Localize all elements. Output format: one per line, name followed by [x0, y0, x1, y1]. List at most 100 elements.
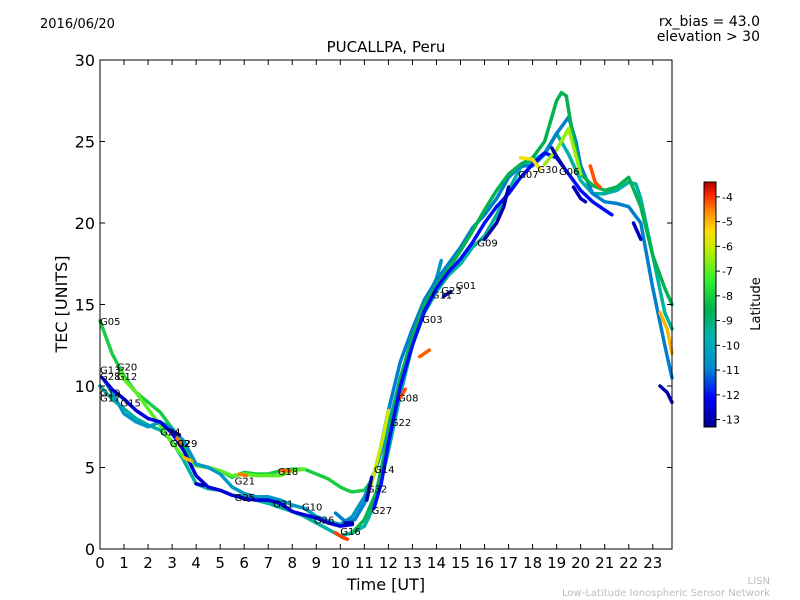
series-line-14: [658, 384, 674, 405]
colorbar-tick-label-10: -10: [722, 339, 740, 352]
satellite-label-g05: G05: [100, 317, 120, 328]
satellite-label-g11: G11: [432, 291, 452, 302]
x-tick-label-14: 14: [427, 554, 446, 572]
chart-title: PUCALLPA, Peru: [327, 38, 446, 56]
footer-credit-short: LISN: [747, 576, 770, 587]
x-tick-label-1: 1: [119, 554, 129, 572]
x-tick-label-18: 18: [523, 554, 542, 572]
x-tick-label-17: 17: [499, 554, 518, 572]
x-tick-label-0: 0: [95, 554, 105, 572]
y-tick-label-20: 20: [75, 214, 95, 233]
satellite-label-g10: G10: [302, 503, 322, 514]
x-tick-label-8: 8: [287, 554, 297, 572]
x-tick-label-3: 3: [167, 554, 177, 572]
series-line-26: [194, 482, 206, 488]
series-line-9: [542, 126, 583, 176]
colorbar-tick-label-11: -11: [722, 364, 740, 377]
x-tick-label-16: 16: [475, 554, 494, 572]
series-line-6: [350, 90, 674, 535]
series-line-8: [518, 156, 542, 171]
satellite-label-g31: G31: [273, 499, 293, 510]
satellite-label-g21: G21: [235, 477, 255, 488]
satellite-label-g07: G07: [518, 170, 538, 181]
satellite-label-g06: G06: [559, 167, 579, 178]
satellite-label-g16: G16: [340, 527, 360, 538]
satellite-label-g12: G12: [117, 372, 137, 383]
colorbar-tick-label-4: -4: [722, 191, 733, 204]
x-tick-label-9: 9: [312, 554, 322, 572]
satellite-label-g28: G28: [100, 372, 120, 383]
series-line-10: [588, 164, 602, 189]
x-tick-label-6: 6: [239, 554, 249, 572]
colorbar: [703, 181, 717, 428]
series-line-18: [398, 387, 407, 400]
x-axis-label: Time [UT]: [346, 575, 425, 594]
x-tick-label-20: 20: [571, 554, 590, 572]
satellite-label-g03: G03: [422, 315, 442, 326]
series-line-11: [550, 146, 566, 170]
colorbar-tick-label-12: -12: [722, 389, 740, 402]
x-tick-label-11: 11: [355, 554, 374, 572]
satellite-label-g18: G18: [278, 467, 298, 478]
satellite-label-g32: G32: [367, 485, 387, 496]
satellite-label-g26: G26: [314, 516, 334, 527]
satellite-label-g29: G29: [177, 439, 197, 450]
series-line-20: [175, 436, 184, 445]
y-tick-label-10: 10: [75, 377, 95, 396]
satellite-label-g13: G13: [100, 366, 120, 377]
series-line-24: [441, 289, 453, 299]
satellite-label-g17: G17: [100, 393, 120, 404]
x-tick-label-5: 5: [215, 554, 225, 572]
series-line-15: [658, 310, 674, 356]
x-tick-label-7: 7: [263, 554, 273, 572]
footer-credit-long: Low-Latitude Ionospheric Sensor Network: [562, 588, 770, 599]
series-line-19: [333, 530, 350, 541]
satellite-label-g20: G20: [117, 362, 137, 373]
y-tick-label-30: 30: [75, 51, 95, 70]
series-line-7: [372, 151, 614, 511]
series-line-13: [482, 185, 511, 242]
satellite-label-g23: G23: [441, 286, 461, 297]
satellite-label-g01: G01: [456, 281, 476, 292]
y-axis-label: TEC [UNITS]: [52, 256, 71, 354]
satellite-label-g09: G09: [477, 239, 497, 250]
x-tick-label-10: 10: [331, 554, 350, 572]
x-tick-label-22: 22: [619, 554, 638, 572]
series-line-16: [631, 221, 643, 242]
satellite-label-g14: G14: [374, 465, 394, 476]
series-line-12: [571, 185, 588, 204]
colorbar-tick-label-5: -5: [722, 216, 733, 229]
y-tick-label-25: 25: [75, 133, 95, 152]
satellite-label-g08: G08: [398, 393, 418, 404]
colorbar-tick-label-13: -13: [722, 414, 740, 427]
y-tick-label-5: 5: [85, 459, 95, 478]
colorbar-tick-label-8: -8: [722, 290, 733, 303]
series-line-27: [237, 495, 251, 502]
x-tick-label-2: 2: [143, 554, 153, 572]
x-tick-label-21: 21: [595, 554, 614, 572]
satellite-label-g19: G19: [100, 389, 120, 400]
satellite-label-g24: G24: [160, 428, 180, 439]
colorbar-tick-label-9: -9: [722, 315, 733, 328]
satellite-label-g27: G27: [372, 506, 392, 517]
x-axis: 0 1 2 3 4 5 6 7 8 9 10 11 12 13 14 15 16 17 18 19 20 21 22 23: [95, 60, 662, 572]
y-tick-label-15: 15: [75, 296, 95, 315]
date-label: 2016/06/20: [40, 17, 115, 32]
colorbar-label: Latitude: [749, 277, 764, 331]
series-line-29: [369, 408, 391, 486]
colorbar-tick-label-6: -6: [722, 240, 733, 253]
series-line-4: [100, 376, 355, 528]
x-tick-label-23: 23: [643, 554, 662, 572]
x-tick-label-15: 15: [451, 554, 470, 572]
satellite-label-g02: G02: [170, 439, 190, 450]
y-tick-label-0: 0: [85, 540, 95, 559]
x-tick-label-13: 13: [403, 554, 422, 572]
satellite-label-g15: G15: [120, 398, 140, 409]
x-tick-label-4: 4: [191, 554, 201, 572]
satellite-label-g30: G30: [537, 165, 557, 176]
series-line-21: [182, 455, 194, 463]
x-tick-label-12: 12: [379, 554, 398, 572]
plot-lines: [98, 90, 674, 541]
